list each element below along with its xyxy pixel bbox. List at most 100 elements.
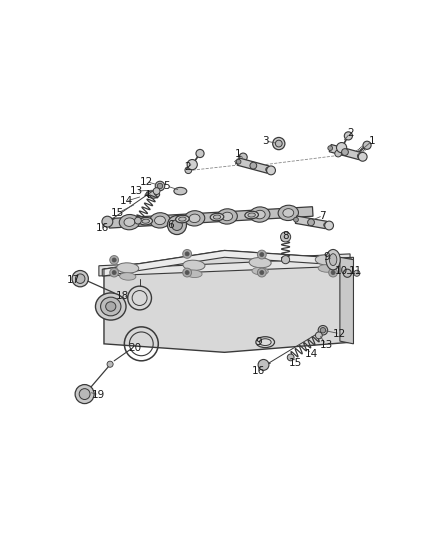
Polygon shape [104, 251, 352, 276]
Text: 16: 16 [95, 223, 109, 233]
Text: 10: 10 [335, 266, 348, 276]
Ellipse shape [142, 219, 149, 223]
Ellipse shape [120, 273, 136, 280]
Ellipse shape [213, 215, 221, 219]
Circle shape [307, 219, 314, 225]
Circle shape [331, 271, 335, 274]
Ellipse shape [139, 217, 152, 225]
Ellipse shape [101, 297, 121, 316]
Text: 14: 14 [120, 196, 133, 206]
Circle shape [344, 132, 353, 140]
Circle shape [267, 166, 276, 175]
Ellipse shape [326, 249, 340, 270]
Text: 12: 12 [140, 176, 153, 187]
Ellipse shape [217, 209, 237, 224]
Circle shape [363, 141, 371, 149]
Ellipse shape [254, 211, 265, 219]
Text: 17: 17 [67, 275, 80, 285]
Circle shape [335, 150, 342, 157]
Ellipse shape [278, 205, 298, 221]
Circle shape [358, 152, 367, 161]
Ellipse shape [174, 188, 187, 195]
Circle shape [328, 146, 332, 150]
Text: 3: 3 [262, 136, 268, 146]
Polygon shape [295, 216, 327, 229]
Circle shape [331, 257, 335, 261]
Circle shape [236, 159, 241, 164]
Circle shape [276, 140, 282, 147]
Text: 12: 12 [333, 329, 346, 338]
Ellipse shape [124, 218, 135, 227]
Text: 11: 11 [349, 266, 362, 276]
Polygon shape [329, 144, 361, 159]
Circle shape [79, 389, 90, 400]
Ellipse shape [315, 255, 337, 265]
Ellipse shape [189, 214, 200, 223]
Ellipse shape [95, 293, 126, 320]
Circle shape [102, 216, 113, 227]
Circle shape [239, 153, 247, 161]
Ellipse shape [147, 191, 159, 198]
Text: 15: 15 [289, 358, 302, 368]
Circle shape [293, 217, 298, 222]
Ellipse shape [119, 214, 140, 230]
Text: 2: 2 [184, 163, 191, 172]
Text: 15: 15 [111, 208, 124, 218]
Text: 1: 1 [369, 136, 375, 146]
Text: 8: 8 [282, 231, 289, 241]
Circle shape [183, 268, 191, 277]
Ellipse shape [329, 254, 337, 265]
Circle shape [110, 268, 119, 277]
Ellipse shape [106, 302, 116, 311]
Circle shape [354, 270, 360, 276]
Circle shape [273, 138, 285, 150]
Ellipse shape [252, 268, 268, 275]
Circle shape [75, 385, 94, 403]
Circle shape [343, 269, 351, 277]
Ellipse shape [183, 260, 205, 270]
Polygon shape [237, 158, 269, 173]
Circle shape [134, 217, 141, 224]
Circle shape [155, 181, 165, 191]
Text: 6: 6 [167, 220, 173, 230]
Circle shape [196, 149, 204, 158]
Text: 18: 18 [116, 292, 129, 301]
Circle shape [112, 271, 116, 274]
Circle shape [320, 328, 325, 333]
Polygon shape [99, 254, 350, 276]
Circle shape [260, 253, 264, 256]
Circle shape [167, 215, 187, 235]
Circle shape [107, 361, 113, 367]
Circle shape [112, 258, 116, 262]
Circle shape [258, 268, 266, 277]
Text: 2: 2 [347, 128, 353, 139]
Text: 20: 20 [128, 343, 141, 353]
Text: 5: 5 [163, 181, 170, 191]
Circle shape [185, 252, 189, 256]
Circle shape [172, 220, 182, 230]
Circle shape [280, 232, 291, 242]
Circle shape [357, 154, 362, 158]
Text: 9: 9 [255, 337, 262, 347]
Circle shape [336, 142, 346, 153]
Circle shape [258, 250, 266, 259]
Ellipse shape [250, 207, 270, 222]
Circle shape [315, 332, 322, 339]
Text: 19: 19 [92, 390, 106, 400]
Ellipse shape [186, 270, 202, 278]
Ellipse shape [248, 213, 255, 217]
Circle shape [287, 354, 294, 361]
Circle shape [342, 149, 348, 156]
Circle shape [110, 256, 119, 264]
Ellipse shape [259, 339, 271, 345]
Circle shape [258, 359, 269, 370]
Circle shape [318, 326, 328, 335]
Ellipse shape [155, 216, 166, 224]
Circle shape [153, 188, 160, 195]
Circle shape [72, 271, 88, 287]
Ellipse shape [176, 215, 189, 223]
Circle shape [187, 159, 197, 169]
Text: 1: 1 [235, 149, 241, 159]
Ellipse shape [222, 212, 233, 221]
Polygon shape [109, 207, 313, 228]
